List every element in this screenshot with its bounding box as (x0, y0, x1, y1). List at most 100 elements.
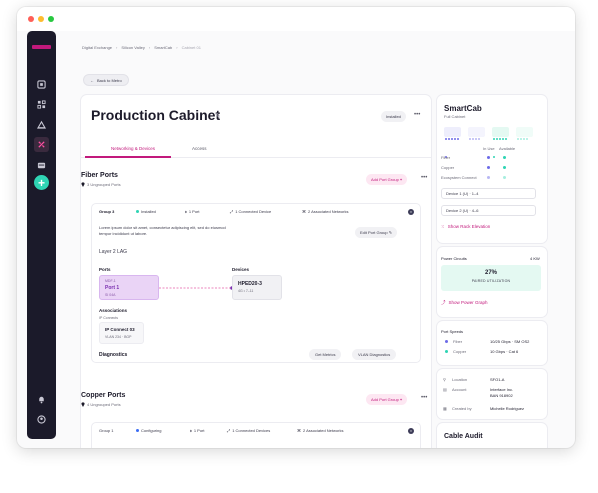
network-icon: ⌘ (297, 428, 301, 433)
network-icon: ⌘ (302, 209, 306, 214)
connection-line (159, 286, 232, 290)
status-badge: Installed (381, 111, 406, 122)
device-1-field[interactable]: Device 1 (U) · 1–4 (441, 188, 536, 199)
group-status-label: Configuring (141, 428, 162, 433)
add-port-group-button[interactable]: Add Port Group + (366, 394, 408, 405)
detail-value: Interface Inc. BAN 918902 (490, 387, 514, 398)
close-button[interactable] (28, 16, 34, 22)
group-status-label: Installed (141, 209, 156, 214)
tab-access[interactable]: Access (192, 146, 207, 151)
device-2-field[interactable]: Device 2 (U) · 4–6 (441, 205, 536, 216)
group-ports-label: 1 Port (193, 428, 205, 433)
tab-bar: Networking & Devices Access (81, 140, 431, 158)
status-dot (136, 210, 139, 213)
group-title: Group 3 (99, 209, 115, 214)
group-description: Lorem ipsum dolor sit amet, consectetur … (99, 225, 226, 236)
ports-heading: Ports (99, 267, 111, 272)
breadcrumb-item[interactable]: SmartCab (154, 45, 173, 50)
chevron-down-icon[interactable]: ▾ (408, 209, 414, 215)
more-icon[interactable]: ••• (421, 175, 428, 181)
user-icon[interactable] (34, 412, 49, 427)
group-header: Group 1 (99, 428, 113, 433)
breadcrumb-item[interactable]: Digital Exchange (82, 45, 113, 50)
get-metrics-button[interactable]: Get Metrics (309, 349, 342, 360)
breadcrumb: Digital Exchange › Silicon Valley › Smar… (82, 45, 201, 50)
edit-port-group-button[interactable]: Edit Port Group ✎ (355, 227, 398, 238)
pencil-icon[interactable]: ✎ (215, 113, 221, 120)
zoom-button[interactable] (48, 16, 54, 22)
more-icon[interactable]: ••• (414, 112, 421, 118)
add-icon[interactable]: + (34, 175, 49, 190)
group-devices: ⤢ 1 Connected Device (230, 209, 271, 214)
sites-icon[interactable] (34, 117, 49, 132)
in-use-header: In Use (483, 146, 495, 151)
device-tile[interactable]: HPED20-3 4G • 7–11 (232, 275, 282, 300)
app-window: + Digital Exchange › Silicon Valley › Sm… (17, 7, 575, 448)
tab-networking[interactable]: Networking & Devices (111, 146, 156, 151)
ip-connect-name: IP Connect 03 (105, 327, 135, 332)
rack-preview-icon (492, 127, 509, 158)
devices-heading: Devices (232, 267, 250, 272)
back-button[interactable]: ← Back to Metro (83, 74, 129, 86)
detail-label: Location (452, 377, 468, 382)
show-power-graph-link[interactable]: ⤴ Show Power Graph (441, 300, 488, 306)
group-ports: ⬧ 1 Port (185, 209, 199, 214)
account-icon: ▤ (443, 387, 447, 392)
page-title: Production Cabinet (91, 107, 221, 123)
more-icon[interactable]: ••• (421, 395, 428, 401)
arrow-left-icon: ← (90, 77, 94, 83)
pin-icon (81, 182, 85, 187)
breadcrumb-item[interactable]: Silicon Valley (121, 45, 145, 50)
add-port-group-button[interactable]: Add Port Group + (366, 174, 408, 185)
pencil-icon: ✎ (388, 230, 393, 235)
minimize-button[interactable] (38, 16, 44, 22)
cabinet-icon[interactable] (34, 137, 49, 152)
group-networks: ⌘ 2 Associated Networks (302, 209, 348, 214)
vlan-diagnostics-button[interactable]: VLAN Diagnostics (352, 349, 397, 360)
copper-ports-count: 4 Ungrouped Ports (81, 402, 121, 407)
capacity-row-fiber: Fiber (441, 155, 451, 160)
available-dot (503, 166, 506, 169)
smartcab-subtitle: Full Cabinet (444, 114, 466, 119)
group-networks: ⌘ 2 Associated Networks (297, 428, 343, 433)
add-port-group-label: Add Port Group (371, 177, 399, 182)
fiber-ports-title: Fiber Ports (81, 172, 118, 179)
pin-icon: ⬧ (190, 428, 192, 433)
layout-icon[interactable] (34, 77, 49, 92)
port-speeds-title: Port Speeds (441, 329, 464, 334)
plus-icon: + (399, 397, 403, 402)
ip-connect-detail: VLAN 234 · BGP (105, 335, 132, 339)
show-power-graph-label: Show Power Graph (448, 300, 488, 305)
cable-audit-card: Cable Audit (437, 423, 547, 448)
group-networks-label: 2 Associated Networks (308, 209, 349, 214)
fiber-ports-count: 3 Ungrouped Ports (81, 182, 121, 187)
detail-value: Michelle Rodriguez (490, 406, 525, 411)
rack-icon: ⁙ (441, 224, 445, 229)
show-rack-elevation-link[interactable]: ⁙ Show Rack Elevation (441, 224, 490, 230)
port-tile[interactable]: MDF-1 Port 1 SI 04A (99, 275, 159, 300)
smartcab-title: SmartCab (444, 104, 482, 113)
power-title: Power Circuits (441, 256, 467, 261)
power-value: 4 KW (530, 256, 540, 261)
bell-icon[interactable] (34, 392, 49, 407)
utilization-label: PAIRED UTILIZATION (471, 279, 511, 283)
capacity-row-ecosystem: Ecosystem Connect (441, 175, 477, 180)
devices-icon[interactable] (34, 158, 49, 173)
group-ports: ⬧ 1 Port (190, 428, 204, 433)
associations-heading: Associations (99, 308, 128, 313)
available-header: Available (499, 146, 516, 151)
port-group-card: Group 3 Installed ⬧ 1 Port ⤢ 1 Connected… (91, 203, 421, 363)
rack-preview-icon (468, 127, 485, 140)
status-dot (136, 429, 139, 432)
ip-connect-card[interactable]: IP Connect 03 VLAN 234 · BGP (99, 322, 144, 344)
fiber-ports-subtitle: 3 Ungrouped Ports (87, 182, 121, 187)
chevron-down-icon[interactable]: ▾ (408, 428, 414, 434)
details-card: ⚲ Location SFO1-A ▤ Account Interface In… (437, 369, 547, 419)
port-speeds-card: Port Speeds Fiber 10/25 Gbps · SM OS2 Co… (437, 321, 547, 365)
group-title: Group 1 (99, 428, 114, 433)
sidebar-rail: + (27, 31, 56, 439)
back-button-label: Back to Metro (97, 77, 122, 83)
grid-icon[interactable] (34, 97, 49, 112)
chevron-right-icon: › (148, 45, 151, 50)
pin-icon: ⚲ (443, 377, 446, 382)
